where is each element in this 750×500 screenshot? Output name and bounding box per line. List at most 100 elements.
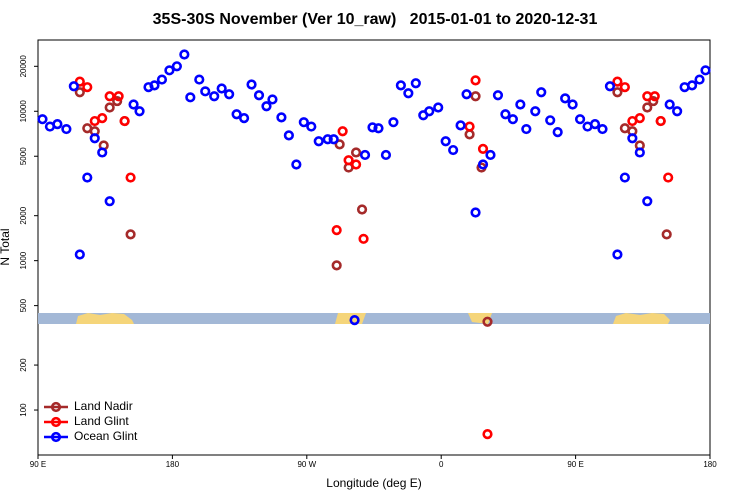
- point: [663, 172, 674, 183]
- point: [574, 114, 586, 125]
- series: [37, 49, 711, 326]
- legend-label: Land Glint: [74, 414, 129, 428]
- point: [74, 249, 85, 260]
- legend-label: Land Nadir: [74, 399, 133, 413]
- x-tick-label: 90 W: [297, 460, 316, 469]
- point: [507, 114, 518, 125]
- point: [216, 83, 227, 94]
- point: [171, 61, 182, 72]
- point: [185, 92, 196, 103]
- point: [380, 149, 392, 161]
- point: [521, 123, 532, 135]
- point: [410, 78, 421, 89]
- point: [388, 117, 399, 128]
- point: [349, 314, 360, 326]
- point: [334, 139, 345, 150]
- point: [52, 119, 63, 130]
- point: [68, 81, 79, 92]
- y-tick-label: 5000: [19, 147, 28, 165]
- y-tick-label: 10000: [19, 100, 28, 123]
- point: [253, 90, 265, 101]
- x-axis-label: Longitude (deg E): [326, 476, 421, 490]
- point: [125, 172, 136, 183]
- point: [128, 99, 139, 110]
- point: [686, 80, 698, 91]
- legend-marker: [50, 431, 62, 443]
- point: [113, 91, 124, 102]
- point: [209, 91, 220, 102]
- point: [238, 113, 250, 124]
- point: [612, 76, 623, 87]
- point: [97, 147, 108, 158]
- point: [634, 113, 645, 124]
- point: [672, 106, 683, 117]
- point: [700, 65, 711, 76]
- point: [104, 102, 115, 113]
- land-strip: [468, 313, 492, 324]
- point: [119, 115, 130, 127]
- point: [261, 101, 272, 112]
- point: [356, 204, 368, 215]
- x-tick-label: 0: [439, 460, 444, 469]
- point: [313, 136, 324, 147]
- point: [328, 134, 339, 145]
- y-tick-label: 2000: [19, 206, 28, 224]
- point: [649, 91, 660, 102]
- point: [104, 196, 115, 207]
- x-tick-label: 90 E: [30, 460, 46, 469]
- point: [655, 115, 666, 127]
- point: [470, 207, 481, 218]
- series: [74, 75, 674, 440]
- point: [612, 87, 623, 98]
- point: [74, 76, 85, 87]
- point: [530, 106, 541, 117]
- point: [612, 249, 623, 260]
- point: [470, 91, 481, 102]
- point: [515, 99, 526, 110]
- point: [246, 79, 257, 90]
- point: [424, 106, 435, 117]
- plot-frame: [37, 39, 711, 456]
- legend-marker: [50, 401, 62, 413]
- point: [567, 99, 578, 110]
- y-tick-label: 1000: [19, 251, 28, 269]
- point: [112, 95, 123, 107]
- point: [664, 99, 675, 110]
- point: [104, 91, 115, 102]
- point: [74, 87, 85, 98]
- point: [200, 86, 211, 97]
- point: [536, 87, 547, 98]
- y-tick-label: 100: [19, 403, 28, 417]
- point: [482, 316, 493, 327]
- point: [500, 109, 511, 120]
- point: [492, 90, 504, 101]
- point: [448, 144, 459, 156]
- point: [560, 93, 571, 104]
- map-strip: [38, 313, 710, 324]
- point: [597, 123, 608, 135]
- chart-title: 35S-30S November (Ver 10_raw) 2015-01-01…: [153, 11, 598, 28]
- point: [403, 88, 414, 99]
- point: [149, 80, 160, 91]
- point: [461, 89, 472, 100]
- point: [283, 130, 294, 141]
- point: [694, 74, 705, 85]
- point: [464, 121, 475, 132]
- point: [433, 102, 444, 113]
- point: [61, 123, 72, 135]
- x-tick-label: 180: [166, 460, 180, 469]
- point: [331, 260, 342, 271]
- point: [589, 119, 601, 130]
- point: [661, 229, 672, 240]
- point: [470, 75, 481, 86]
- point: [627, 133, 638, 144]
- point: [477, 143, 489, 154]
- point: [455, 120, 466, 131]
- legend-label: Ocean Glint: [74, 429, 138, 443]
- point: [134, 106, 145, 117]
- point: [440, 136, 451, 147]
- point: [642, 196, 653, 207]
- point: [642, 102, 653, 113]
- point: [343, 155, 354, 166]
- point: [485, 149, 496, 161]
